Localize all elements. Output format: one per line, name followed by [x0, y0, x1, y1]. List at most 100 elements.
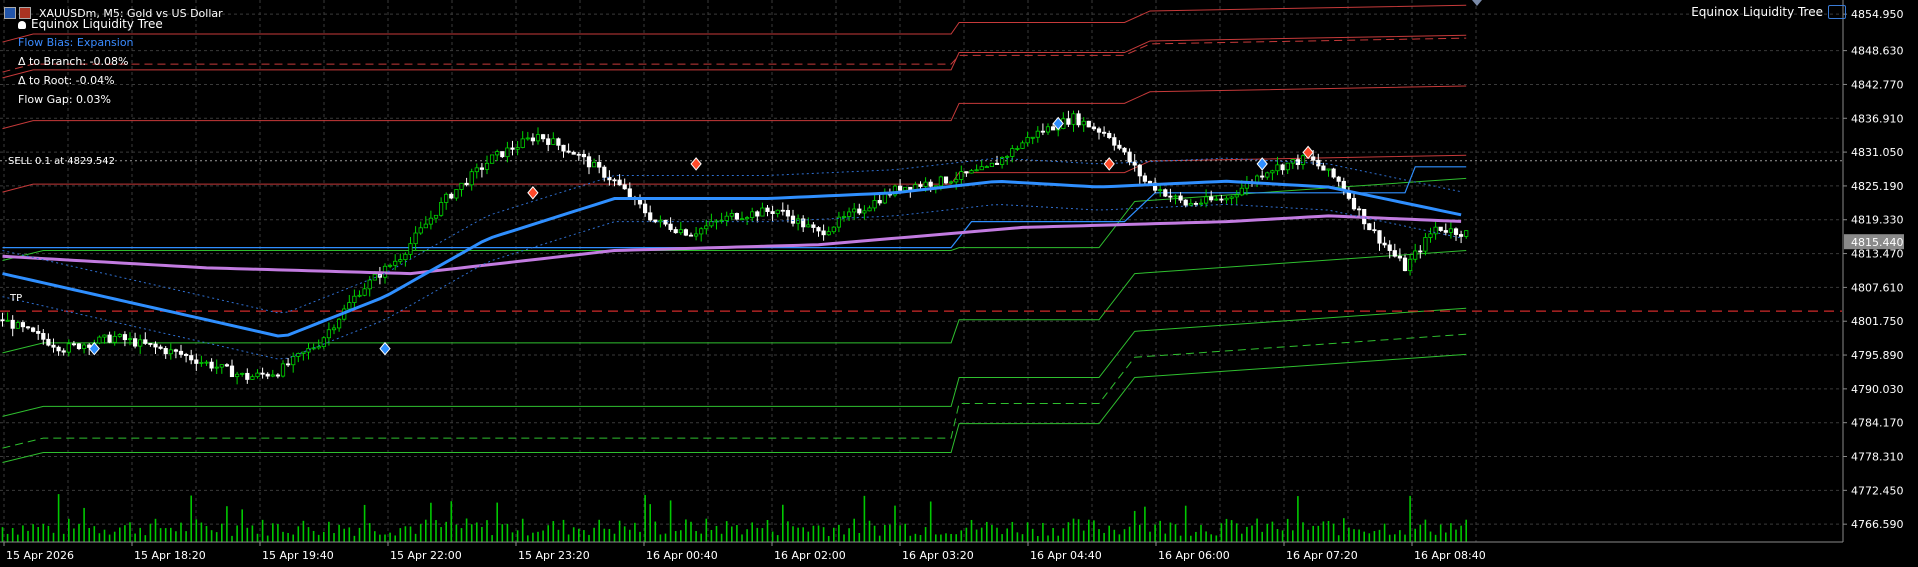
- indicator-list-icon[interactable]: [19, 7, 31, 19]
- candle-body: [1040, 130, 1045, 133]
- candle-body: [1464, 230, 1469, 237]
- sell-order-label[interactable]: SELL 0.1 at 4829.542: [8, 156, 116, 167]
- candle-body: [1005, 156, 1010, 158]
- candle-body: [1168, 195, 1173, 198]
- candle-body: [923, 181, 928, 187]
- candle-body: [255, 372, 260, 378]
- candle-body: [1336, 176, 1341, 182]
- fast-moving-average: [2, 179, 1462, 338]
- candle-body: [357, 294, 362, 297]
- candle-body: [566, 150, 571, 153]
- candle-body: [393, 260, 398, 266]
- candle-body: [745, 217, 750, 220]
- price-tick-label: 4778.310: [1851, 451, 1904, 464]
- candle-body: [229, 365, 235, 378]
- sell-signal-marker[interactable]: [690, 157, 702, 171]
- candle-body: [168, 349, 173, 355]
- take-profit-label[interactable]: TP: [10, 293, 23, 304]
- scroll-indicator-icon[interactable]: [1472, 0, 1482, 6]
- buy-signal-marker[interactable]: [1052, 116, 1064, 131]
- candle-body: [546, 138, 551, 145]
- indicator-corner-label: Equinox Liquidity Tree: [1691, 5, 1846, 19]
- candle-body: [1076, 113, 1081, 126]
- candle-body: [551, 138, 556, 145]
- candle-body: [1321, 165, 1326, 171]
- candle-body: [1051, 126, 1056, 131]
- buy-signal-marker[interactable]: [379, 341, 391, 356]
- bell-icon[interactable]: [18, 20, 26, 29]
- candle-body: [428, 217, 434, 225]
- candle-body: [1280, 164, 1285, 171]
- price-tick-label: 4795.890: [1851, 349, 1904, 362]
- sell-signal-marker[interactable]: [1302, 145, 1314, 160]
- corner-label-text: Equinox Liquidity Tree: [1691, 5, 1823, 19]
- candle-body: [831, 226, 836, 233]
- candle-body: [1382, 242, 1387, 246]
- candle-body: [1285, 162, 1290, 171]
- candle-body: [1387, 244, 1392, 251]
- resistance-line: [2, 4, 1467, 43]
- slow-moving-average: [2, 214, 1462, 276]
- candle-body: [240, 372, 245, 375]
- candle-body: [954, 179, 959, 183]
- time-tick-label: 16 Apr 07:20: [1286, 549, 1358, 562]
- candle-body: [209, 361, 214, 369]
- candle-body: [500, 151, 505, 158]
- candle-body: [122, 334, 127, 341]
- flow-bias-text: Flow Bias: Expansion: [18, 36, 134, 49]
- candle-body: [1122, 147, 1127, 153]
- candle-body: [668, 223, 673, 230]
- candle-body: [796, 218, 801, 224]
- candle-body: [0, 319, 5, 322]
- candle-body: [1438, 226, 1443, 231]
- time-tick-label: 15 Apr 23:20: [518, 549, 590, 562]
- time-tick-label: 16 Apr 03:20: [902, 549, 974, 562]
- candle-body: [1275, 164, 1280, 172]
- time-tick-label: 16 Apr 02:00: [774, 549, 846, 562]
- candle-body: [770, 211, 775, 214]
- candle-body: [678, 229, 683, 234]
- candle-body: [959, 171, 964, 180]
- graduation-cap-icon[interactable]: [1828, 5, 1846, 19]
- candle-body: [398, 259, 403, 262]
- candle-body: [750, 211, 755, 218]
- candle-body: [918, 184, 923, 187]
- candle-body: [1198, 202, 1204, 205]
- candle-body: [1102, 131, 1107, 134]
- candle-body: [974, 169, 979, 172]
- sell-signal-marker[interactable]: [1103, 157, 1115, 171]
- candle-body: [1112, 137, 1117, 146]
- candle-body: [938, 176, 944, 187]
- price-tick-label: 4813.470: [1851, 248, 1904, 261]
- time-tick-label: 16 Apr 06:00: [1158, 549, 1230, 562]
- candle-body: [183, 353, 189, 356]
- candle-body: [489, 154, 495, 164]
- candle-body: [234, 373, 240, 378]
- candle-body: [464, 182, 469, 186]
- sell-signal-marker[interactable]: [527, 186, 539, 200]
- candle-body: [76, 343, 82, 350]
- candle-body: [270, 374, 275, 377]
- chart-type-icon[interactable]: [4, 7, 16, 19]
- candle-body: [1071, 113, 1076, 125]
- candle-body: [1413, 250, 1418, 260]
- candle-body: [979, 166, 984, 171]
- delta-branch-text: Δ to Branch: -0.08%: [18, 55, 129, 68]
- candle-body: [1045, 126, 1051, 133]
- candle-body: [1188, 202, 1193, 206]
- buy-signal-marker[interactable]: [1256, 157, 1268, 171]
- candle-body: [898, 185, 903, 191]
- candle-body: [688, 234, 694, 237]
- candle-body: [928, 181, 933, 187]
- candle-body: [138, 339, 143, 347]
- candle-body: [785, 210, 791, 217]
- candle-body: [530, 137, 536, 142]
- candle-body: [505, 147, 510, 158]
- price-tick-label: 4784.170: [1851, 417, 1904, 430]
- candle-body: [275, 374, 281, 377]
- candle-body: [1193, 202, 1198, 205]
- price-tick-label: 4801.750: [1851, 315, 1904, 328]
- buy-signal-marker[interactable]: [88, 341, 100, 356]
- candle-body: [607, 176, 612, 181]
